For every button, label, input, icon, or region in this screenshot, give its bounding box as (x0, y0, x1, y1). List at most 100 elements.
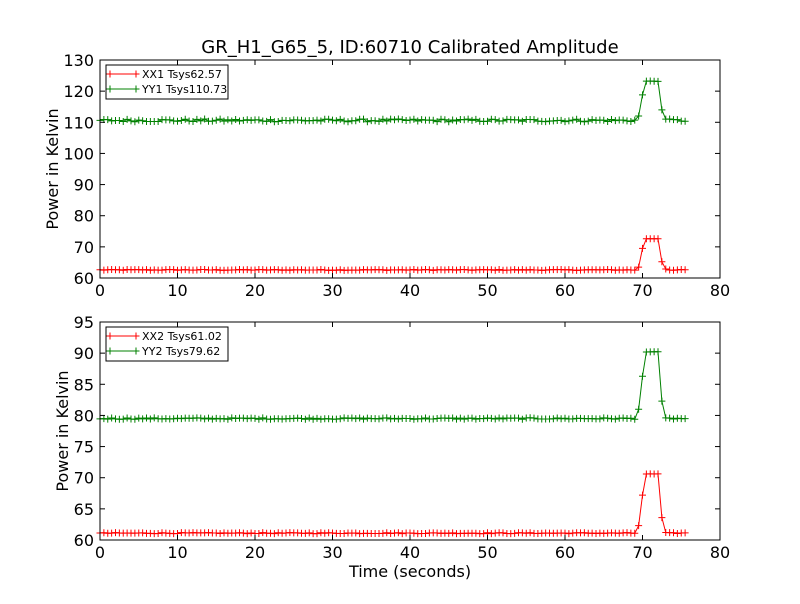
data-point (270, 530, 278, 538)
data-point (127, 117, 135, 125)
data-point (480, 415, 488, 423)
data-point (449, 116, 457, 124)
data-point (181, 115, 189, 123)
data-point (441, 116, 449, 124)
data-point (654, 470, 662, 478)
axes-layer: 0 10 20 30 40 50 60 70 8060708090100110120130Pow… (43, 51, 730, 581)
data-point (313, 530, 321, 538)
data-point (313, 116, 321, 124)
data-point (104, 415, 112, 423)
data-point (115, 116, 123, 124)
data-point (170, 266, 178, 274)
data-point (212, 266, 220, 274)
data-point (135, 116, 143, 124)
data-point (309, 415, 317, 423)
data-point (456, 414, 464, 422)
data-point (228, 414, 236, 422)
data-point (608, 116, 615, 124)
data-point (239, 414, 247, 422)
data-point (193, 115, 201, 123)
data-point (639, 372, 646, 380)
data-point (267, 116, 274, 124)
data-point (627, 117, 635, 125)
data-point (468, 116, 476, 124)
x-tick-label: 50 (477, 543, 497, 562)
data-point (557, 116, 565, 124)
data-point (239, 116, 247, 124)
x-tick-label: 70 (632, 281, 652, 300)
y-tick-label: 80 (74, 406, 94, 425)
data-point (681, 266, 689, 274)
data-point (247, 529, 255, 537)
data-point (286, 266, 294, 274)
data-point (631, 529, 639, 537)
x-tick-label: 40 (400, 543, 420, 562)
legend-marker (106, 70, 114, 78)
data-point (336, 415, 344, 423)
data-point (131, 415, 139, 423)
data-point (639, 91, 646, 99)
data-point (402, 117, 410, 125)
data-point (445, 118, 453, 126)
data-point (580, 118, 588, 126)
y-tick-label: 65 (74, 500, 94, 519)
data-point (658, 397, 666, 405)
data-point (391, 116, 398, 124)
y-tick-label: 70 (74, 469, 94, 488)
data-point (565, 117, 573, 125)
data-point (208, 117, 216, 125)
data-point (104, 116, 112, 124)
data-point (425, 266, 433, 274)
data-point (453, 117, 460, 125)
x-tick-label: 0 (95, 281, 105, 300)
data-point (305, 529, 313, 537)
x-tick-label: 30 (322, 281, 342, 300)
data-point (383, 117, 391, 125)
data-point (522, 266, 530, 274)
data-point (119, 266, 127, 274)
data-point (193, 266, 201, 274)
series-markers-2-1 (96, 470, 689, 538)
legend-marker (106, 332, 114, 340)
data-point (123, 115, 131, 123)
data-point (139, 415, 147, 423)
data-point (371, 117, 379, 125)
data-point (654, 77, 662, 85)
data-point (220, 117, 228, 125)
data-point (453, 415, 460, 423)
legend-box (105, 64, 229, 100)
data-point (251, 414, 259, 422)
data-point (515, 414, 522, 422)
axes-panel-1: 0 10 20 30 40 50 60 70 80 60 70 80 90 100 110 120 130 Pow… (43, 51, 730, 300)
data-point (491, 415, 499, 423)
data-point (499, 529, 507, 537)
data-point (394, 529, 402, 537)
legend-entry-label: YY2 Tsys79.62 (141, 345, 220, 358)
data-point (631, 266, 639, 274)
data-point (406, 414, 414, 422)
data-point (123, 414, 131, 422)
data-point (561, 118, 569, 126)
data-point (422, 414, 429, 422)
data-point (131, 118, 139, 126)
data-point (666, 115, 674, 123)
data-point (666, 414, 674, 422)
data-point (259, 414, 267, 422)
data-point (205, 414, 212, 422)
data-point (274, 117, 282, 125)
data-point (174, 117, 181, 125)
data-point (313, 414, 321, 422)
data-point (255, 415, 263, 423)
data-point (565, 266, 573, 274)
data-point (515, 266, 522, 274)
data-point (445, 529, 453, 537)
data-point (383, 529, 391, 537)
x-tick-label: 50 (477, 281, 497, 300)
data-point (553, 414, 561, 422)
data-point (344, 118, 352, 126)
data-point (495, 414, 503, 422)
data-point (224, 415, 232, 423)
x-tick-label: 70 (632, 543, 652, 562)
data-point (208, 415, 216, 423)
y-tick-label: 90 (74, 344, 94, 363)
